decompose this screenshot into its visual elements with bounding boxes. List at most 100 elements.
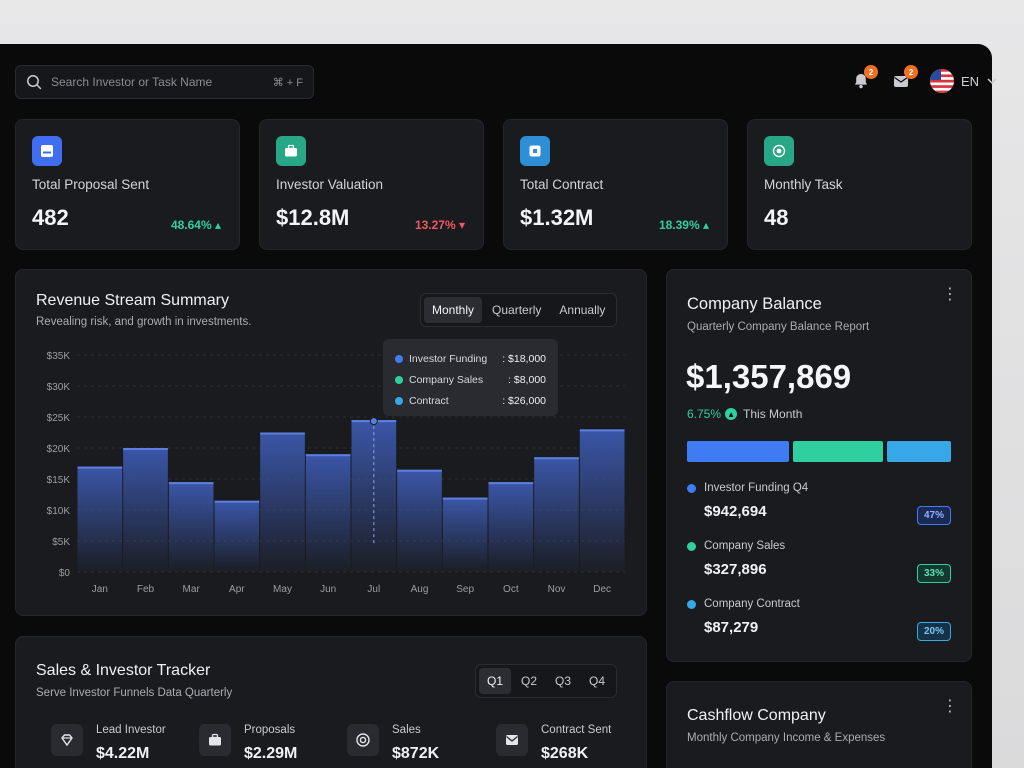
x-tick-label: Aug bbox=[411, 584, 429, 595]
quarter-tab[interactable]: Q4 bbox=[589, 674, 606, 688]
stat-delta: 13.27% ▾ bbox=[414, 218, 465, 232]
balance-item-label: Company Sales bbox=[704, 540, 786, 552]
y-tick-label: $0 bbox=[59, 568, 71, 579]
balance-item-pct: 47% bbox=[916, 506, 951, 525]
stat-value: $1.32M bbox=[520, 205, 594, 230]
kpi-value: $268K bbox=[541, 745, 589, 762]
search-bar[interactable]: ⌘ + F bbox=[15, 65, 314, 99]
balance-item-amount: $87,279 bbox=[704, 619, 759, 636]
search-icon bbox=[27, 75, 42, 90]
period-tab[interactable]: Annually bbox=[559, 303, 606, 317]
balance-subtitle: Quarterly Company Balance Report bbox=[687, 321, 870, 333]
diamond-icon bbox=[51, 724, 83, 756]
bar bbox=[260, 432, 305, 572]
legend-dot bbox=[395, 396, 403, 405]
kpi-value: $872K bbox=[392, 745, 440, 762]
x-tick-label: Jun bbox=[320, 584, 336, 595]
balance-item: Company Contract $87,279 20% bbox=[687, 598, 951, 641]
x-tick-label: Jan bbox=[92, 584, 108, 595]
cashflow-menu-icon[interactable]: ⋮ bbox=[942, 698, 958, 715]
chevron-down-icon bbox=[987, 78, 997, 85]
stat-card-contract[interactable]: Total Contract $1.32M 18.39% ▴ bbox=[503, 119, 728, 250]
kpi-value: $4.22M bbox=[96, 745, 150, 762]
quarter-selector: Q1 Q2 Q3 Q4 bbox=[475, 664, 618, 698]
balance-distribution-bar bbox=[687, 441, 951, 462]
stat-delta: 18.39% ▴ bbox=[658, 218, 709, 232]
kpi-label: Sales bbox=[392, 724, 421, 736]
tooltip-row: Investor Funding : $18,000 bbox=[395, 348, 546, 369]
cashflow-subtitle: Monthly Company Income & Expenses bbox=[687, 732, 886, 744]
balance-title: Company Balance bbox=[687, 295, 822, 313]
balance-segment bbox=[793, 441, 883, 462]
balance-item: Investor Funding Q4 $942,694 47% bbox=[687, 482, 951, 525]
stat-card-valuation[interactable]: Investor Valuation $12.8M 13.27% ▾ bbox=[259, 119, 484, 250]
balance-item-label: Company Contract bbox=[704, 598, 800, 610]
chart-tooltip: Investor Funding : $18,000 Company Sales… bbox=[383, 339, 558, 416]
legend-dot bbox=[395, 375, 403, 384]
stat-card-tasks[interactable]: Monthly Task 48 bbox=[747, 119, 972, 250]
stat-value: 482 bbox=[32, 205, 69, 230]
language-selector[interactable]: EN bbox=[929, 69, 998, 93]
target-icon bbox=[764, 136, 794, 166]
period-tab[interactable]: Quarterly bbox=[492, 303, 542, 317]
balance-card: Company Balance Quarterly Company Balanc… bbox=[666, 269, 972, 662]
bar bbox=[214, 500, 260, 572]
balance-item: Company Sales $327,896 33% bbox=[687, 540, 951, 583]
kpi-value: $2.29M bbox=[244, 745, 298, 762]
stat-label: Total Proposal Sent bbox=[32, 177, 150, 192]
search-input[interactable] bbox=[51, 75, 273, 89]
balance-item-label: Investor Funding Q4 bbox=[704, 482, 809, 494]
tooltip-name: Contract bbox=[409, 394, 449, 407]
messages-button[interactable]: 2 bbox=[890, 65, 918, 92]
tracker-kpi: Sales $872K bbox=[347, 724, 439, 763]
tooltip-row: Contract : $26,000 bbox=[395, 390, 546, 411]
tracker-title: Sales & Investor Tracker bbox=[36, 662, 211, 679]
tracker-subtitle: Serve Investor Funnels Data Quarterly bbox=[36, 687, 233, 699]
balance-segment bbox=[687, 441, 790, 462]
language-label: EN bbox=[960, 73, 979, 89]
x-tick-label: Sep bbox=[456, 584, 474, 595]
x-tick-label: Oct bbox=[503, 584, 519, 595]
tooltip-row: Company Sales : $8,000 bbox=[395, 369, 546, 390]
y-tick-label: $5K bbox=[52, 537, 70, 548]
y-tick-label: $35K bbox=[47, 351, 71, 362]
balance-item-pct: 33% bbox=[916, 564, 951, 583]
x-tick-label: May bbox=[273, 584, 292, 595]
arrow-up-icon: ▲ bbox=[725, 408, 738, 420]
bar bbox=[123, 448, 168, 572]
tracker-card: Sales & Investor Tracker Serve Investor … bbox=[15, 636, 647, 768]
period-tab[interactable]: Monthly bbox=[424, 297, 483, 323]
stat-value: $12.8M bbox=[276, 205, 350, 230]
header-actions: 2 2 EN bbox=[850, 65, 998, 93]
briefcase-icon bbox=[199, 724, 231, 756]
bar bbox=[397, 469, 442, 572]
bar bbox=[442, 497, 488, 572]
y-tick-label: $20K bbox=[47, 444, 71, 455]
tooltip-value: : $18,000 bbox=[502, 352, 546, 365]
tooltip-name: Investor Funding bbox=[409, 352, 488, 365]
stat-delta: 48.64% ▴ bbox=[170, 218, 221, 232]
balance-change-suffix: This Month bbox=[743, 407, 803, 421]
quarter-tab[interactable]: Q3 bbox=[555, 674, 572, 688]
stat-card-proposals[interactable]: Total Proposal Sent 482 48.64% ▴ bbox=[15, 119, 240, 250]
tracker-kpi: Lead Investor $4.22M bbox=[51, 724, 166, 763]
y-tick-label: $15K bbox=[47, 475, 71, 486]
x-tick-label: Jul bbox=[367, 584, 380, 595]
balance-total: $1,357,869 bbox=[686, 358, 852, 395]
y-tick-label: $30K bbox=[47, 382, 71, 393]
revenue-subtitle: Revealing risk, and growth in investment… bbox=[36, 316, 252, 328]
y-tick-label: $25K bbox=[47, 413, 71, 424]
notifications-button[interactable]: 2 bbox=[850, 65, 878, 92]
tooltip-value: : $8,000 bbox=[508, 373, 546, 386]
balance-menu-icon[interactable]: ⋮ bbox=[942, 286, 958, 303]
bar bbox=[77, 466, 123, 572]
bell-icon bbox=[854, 74, 867, 89]
quarter-tab[interactable]: Q2 bbox=[521, 674, 538, 688]
stat-label: Monthly Task bbox=[764, 177, 843, 192]
quarter-tab[interactable]: Q1 bbox=[479, 668, 512, 694]
mail-icon bbox=[893, 76, 908, 87]
legend-dot bbox=[687, 599, 696, 609]
tracker-kpi: Proposals $2.29M bbox=[199, 724, 297, 763]
cashflow-card: Cashflow Company Monthly Company Income … bbox=[666, 681, 972, 768]
legend-dot bbox=[687, 483, 696, 493]
